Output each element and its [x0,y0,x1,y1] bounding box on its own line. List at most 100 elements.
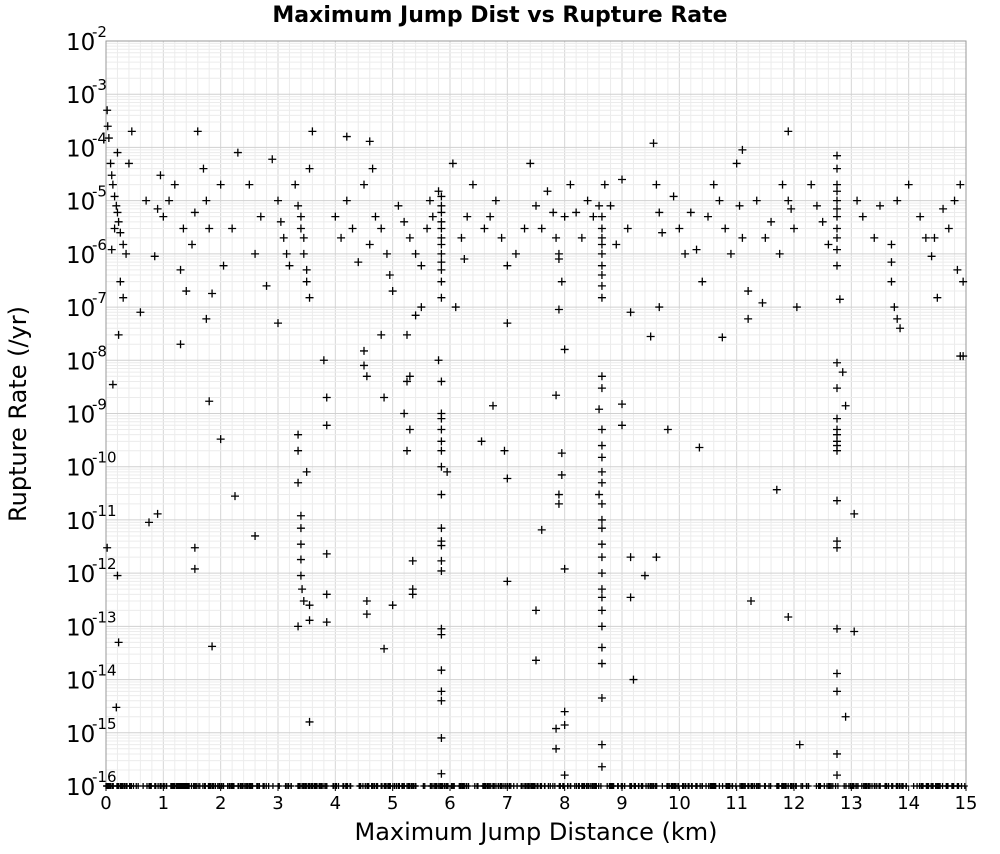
data-point-marker [833,543,841,552]
data-point-marker [600,180,609,189]
x-tick-label: 1 [158,793,169,814]
data-point-marker [497,233,506,242]
data-point-marker [927,252,936,261]
floor-band-marker [650,783,657,789]
data-point-marker [437,462,446,471]
data-point-marker [557,277,566,286]
data-point-marker [291,180,300,189]
data-point-marker [833,446,841,455]
data-point-marker [113,571,122,580]
data-point-marker [342,196,351,205]
data-point-marker [612,240,621,249]
data-point-marker [597,384,606,393]
x-tick-label: 5 [387,793,398,814]
y-tick-label-base: 10 [66,456,95,482]
data-point-marker [362,372,371,381]
y-tick-label-base: 10 [66,615,95,641]
data-point-marker [520,224,529,233]
data-point-marker [597,643,606,652]
data-point-marker [165,196,174,205]
data-point-marker [833,496,841,505]
data-point-marker [597,240,606,249]
data-point-marker [437,224,446,233]
data-point-marker [319,356,328,365]
floor-band-marker [107,783,114,789]
floor-band-marker [160,783,167,789]
x-tick-label: 14 [897,793,920,814]
x-tick-label: 10 [668,793,691,814]
data-point-marker [274,319,282,328]
data-point-marker [583,196,592,205]
data-point-marker [718,333,727,342]
y-tick-label-base: 10 [66,190,95,216]
y-tick-label-exponent: -6 [92,236,107,254]
data-point-marker [726,249,735,258]
data-point-marker [106,159,115,168]
data-point-marker [170,180,179,189]
data-point-marker [560,721,569,730]
data-point-marker [589,212,598,221]
data-point-marker [114,330,123,339]
floor-band-marker [792,783,799,789]
data-point-marker [554,255,563,264]
data-point-marker [833,669,841,678]
data-point-marker [491,196,500,205]
data-point-marker [305,164,314,173]
floor-band-marker [408,783,415,789]
data-point-marker [423,224,432,233]
data-point-marker [552,744,561,753]
data-point-marker [354,258,363,267]
data-point-marker [296,511,305,520]
data-point-marker [597,372,606,381]
data-point-marker [870,233,879,242]
data-point-marker [597,622,606,631]
floor-band-marker [444,783,451,789]
data-point-marker [732,159,741,168]
data-point-marker [299,249,308,258]
floor-band-marker [682,783,689,789]
data-point-marker [649,139,658,148]
data-point-marker [597,694,606,703]
data-point-marker [595,405,604,414]
grid [105,41,967,787]
data-point-marker [299,596,308,605]
data-point-marker [618,421,626,430]
data-point-marker [437,425,446,434]
data-point-marker [597,467,606,476]
data-point-marker [537,224,546,233]
data-point-marker [767,217,776,226]
data-point-marker [437,630,446,639]
floor-band-marker [140,783,147,789]
data-point-marker [294,446,303,455]
floor-band-marker [669,783,676,789]
data-point-marker [103,543,112,552]
data-point-marker [322,590,331,599]
data-point-marker [503,577,512,586]
data-point-marker [526,159,535,168]
data-point-marker [405,233,414,242]
data-point-marker [626,308,635,317]
data-point-marker [552,724,561,733]
data-point-marker [597,441,606,450]
data-point-marker [417,261,426,270]
x-tick-label: 0 [100,793,111,814]
data-point-marker [103,106,112,115]
data-point-marker [597,499,606,508]
data-point-marker [437,524,446,533]
floor-band-marker [299,783,306,789]
data-point-marker [408,556,417,565]
floor-band-marker [330,783,337,789]
data-point-marker [437,192,446,201]
data-point-marker [557,470,566,479]
floor-band-marker [585,783,592,789]
data-point-marker [437,377,446,386]
data-point-marker [675,224,684,233]
data-point-marker [623,224,632,233]
data-point-marker [833,212,841,221]
y-axis-ticks: 10-1610-1510-1410-1310-1210-1110-1010-91… [66,23,117,801]
data-point-marker [251,249,260,258]
floor-band-marker [193,783,200,789]
data-point-marker [365,240,374,249]
data-point-marker [302,277,311,286]
